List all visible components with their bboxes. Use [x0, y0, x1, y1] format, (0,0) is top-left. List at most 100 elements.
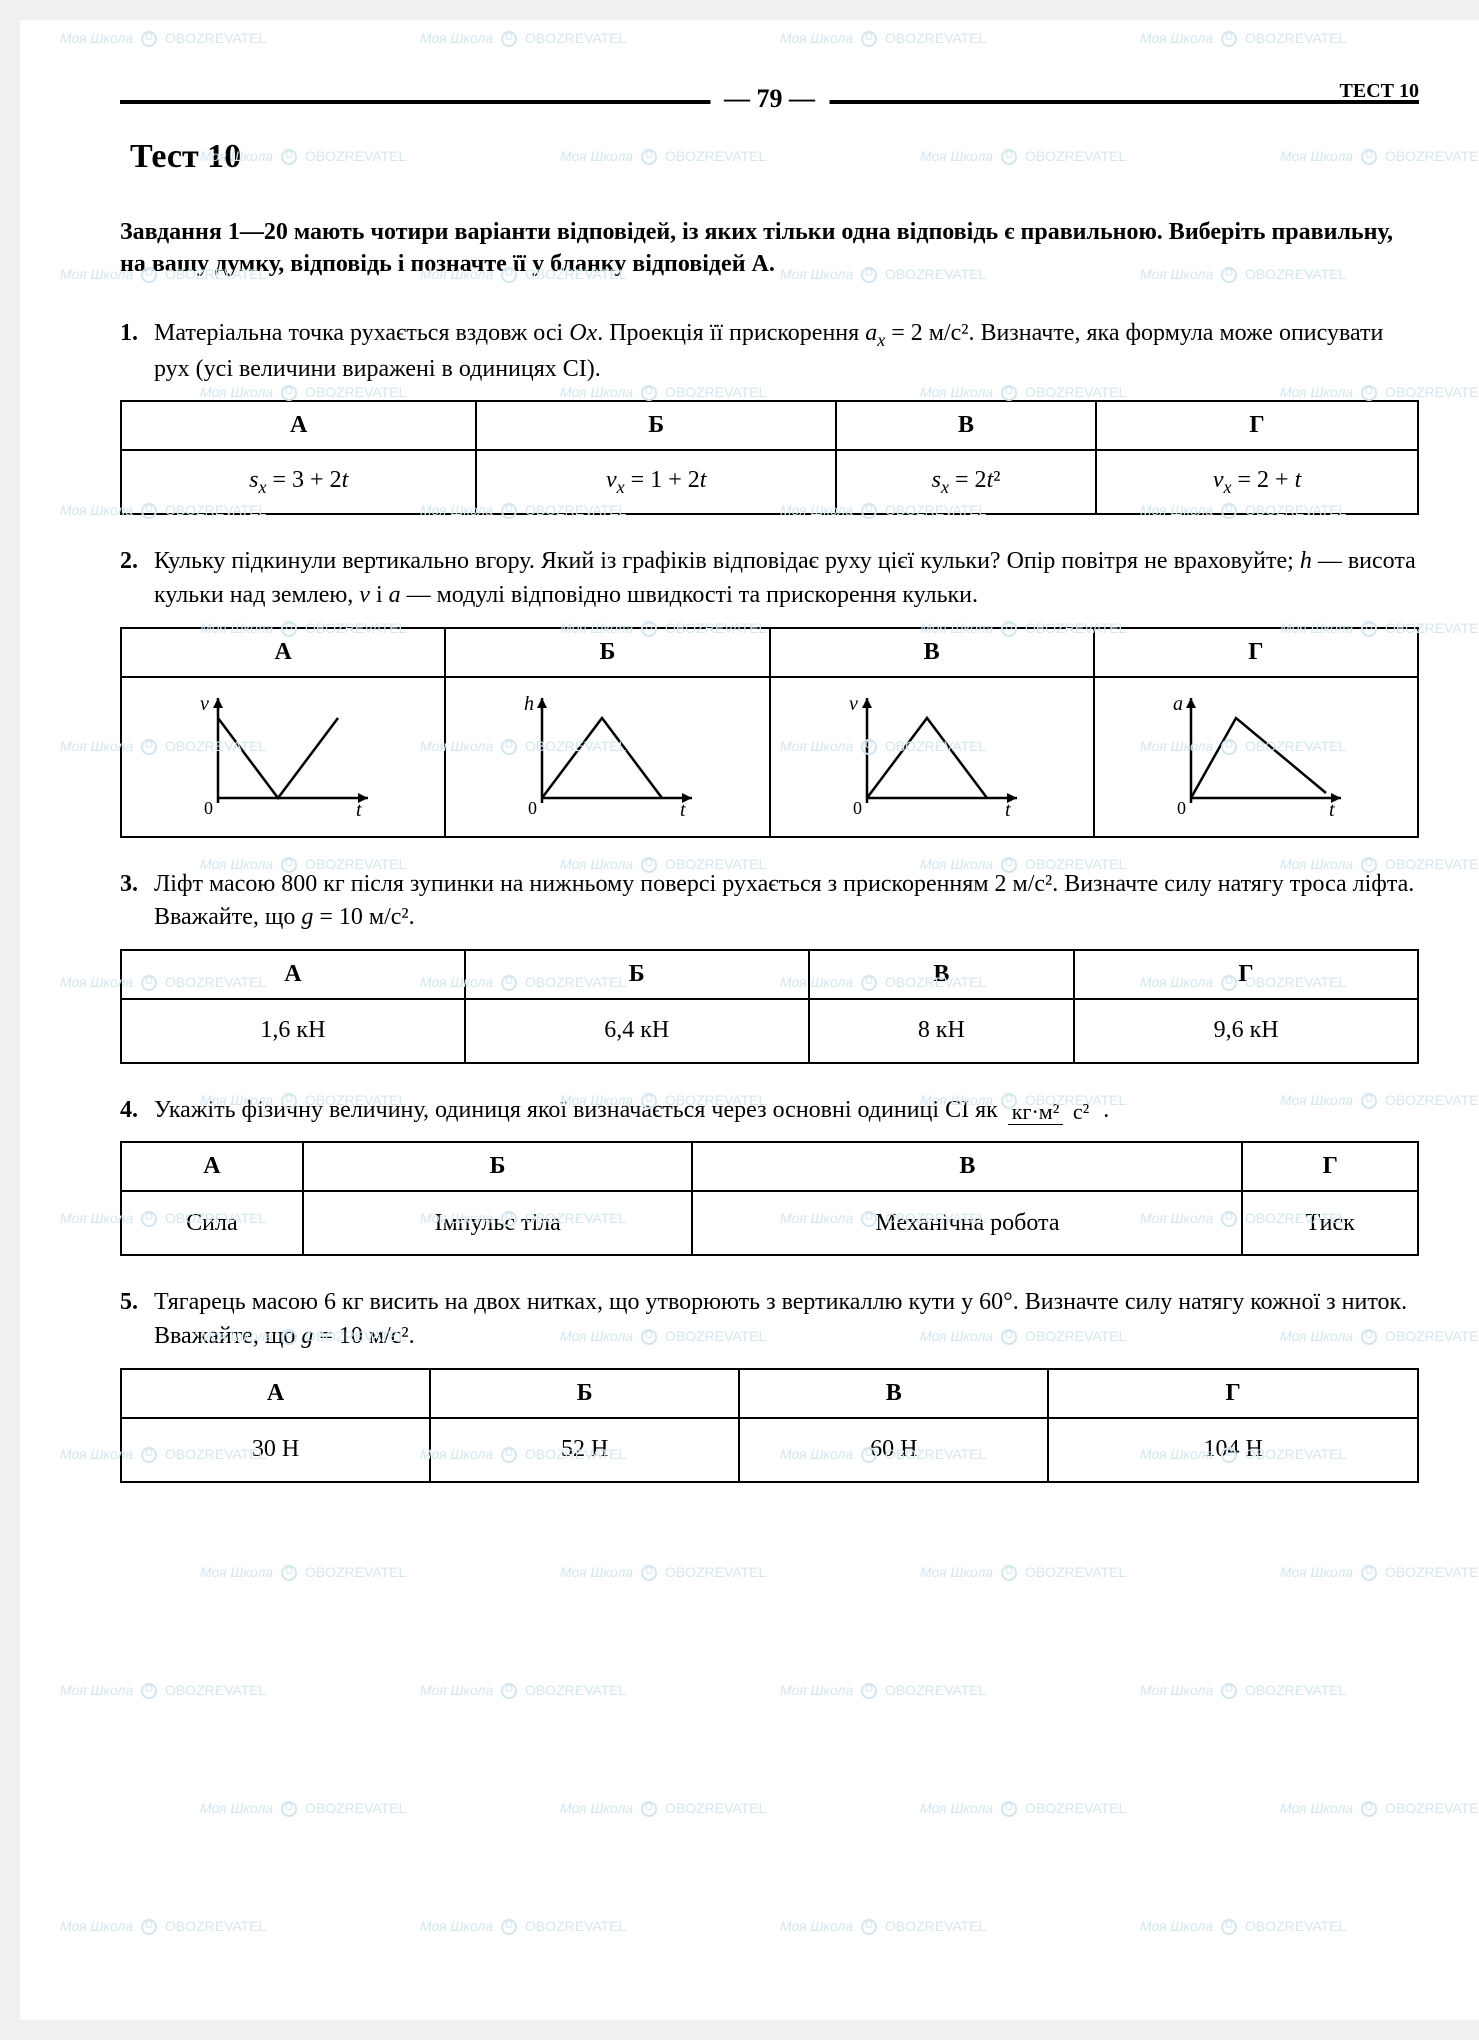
watermark: Моя Школа OBOZREVATEL	[780, 1918, 986, 1935]
question-body: Матеріальна точка рухається вздовж осі O…	[154, 317, 1419, 387]
answer-cell: sx = 3 + 2t	[121, 450, 476, 514]
instructions-text: Завдання 1—20 мають чотири варіанти відп…	[120, 216, 1419, 281]
col-header: А	[121, 628, 445, 677]
answer-cell: 30 Н	[121, 1418, 430, 1482]
watermark: Моя Школа OBOZREVATEL	[1140, 1682, 1346, 1699]
answer-cell: vx = 1 + 2t	[476, 450, 836, 514]
answer-cell: Сила	[121, 1191, 303, 1255]
watermark: Моя Школа OBOZREVATEL	[420, 1918, 626, 1935]
question-number: 2.	[120, 545, 154, 612]
col-header: Г	[1048, 1369, 1418, 1418]
table-row: 1,6 кН 6,4 кН 8 кН 9,6 кН	[121, 999, 1418, 1063]
y-axis-label: v	[849, 693, 858, 715]
y-axis-label: a	[1173, 693, 1183, 715]
graph-h-triangle: h t 0	[512, 688, 702, 818]
watermark: Моя Школа OBOZREVATEL	[920, 1564, 1126, 1581]
question-number: 3.	[120, 868, 154, 935]
graph-cell-g: a t 0	[1094, 677, 1418, 837]
question-number: 5.	[120, 1286, 154, 1353]
col-header: А	[121, 1142, 303, 1191]
answer-cell: Імпульс тіла	[303, 1191, 693, 1255]
answer-table-4: А Б В Г Сила Імпульс тіла Механічна робо…	[120, 1141, 1419, 1256]
answer-cell: Тиск	[1242, 1191, 1418, 1255]
col-header: Г	[1242, 1142, 1418, 1191]
answer-cell: vx = 2 + t	[1096, 450, 1418, 514]
answer-cell: 52 Н	[430, 1418, 739, 1482]
col-header: В	[692, 1142, 1242, 1191]
fraction: кг·м² с²	[1008, 1100, 1093, 1123]
x-axis-label: t	[356, 799, 362, 818]
answer-cell: 8 кН	[809, 999, 1074, 1063]
graph-cell-a: v t 0	[121, 677, 445, 837]
graph-cell-b: h t 0	[445, 677, 769, 837]
table-header-row: А Б В Г	[121, 628, 1418, 677]
table-row: Сила Імпульс тіла Механічна робота Тиск	[121, 1191, 1418, 1255]
question-number: 1.	[120, 317, 154, 387]
page-number: — 79 —	[710, 84, 829, 114]
question-body: Укажіть фізичну величину, одиниця якої в…	[154, 1094, 1419, 1128]
watermark: Моя Школа OBOZREVATEL	[1280, 1800, 1479, 1817]
graph-v-vshape: v t 0	[188, 688, 378, 818]
col-header: Б	[476, 401, 836, 450]
table-row: v t 0 h t 0	[121, 677, 1418, 837]
answer-cell: sx = 2t²	[836, 450, 1096, 514]
table-header-row: А Б В Г	[121, 1369, 1418, 1418]
question-5: 5. Тягарець масою 6 кг висить на двох ни…	[120, 1286, 1419, 1482]
col-header: В	[836, 401, 1096, 450]
answer-cell: 1,6 кН	[121, 999, 465, 1063]
watermark: Моя Школа OBOZREVATEL	[560, 1800, 766, 1817]
answer-table-1: А Б В Г sx = 3 + 2t vx = 1 + 2t sx = 2t²…	[120, 400, 1419, 515]
fraction-denominator: с²	[1069, 1099, 1093, 1124]
question-3-text: 3. Ліфт масою 800 кг після зупинки на ни…	[120, 868, 1419, 935]
graph-a-decay: a t 0	[1161, 688, 1351, 818]
watermark: Моя Школа OBOZREVATEL	[420, 1682, 626, 1699]
watermark: Моя Школа OBOZREVATEL	[200, 1564, 406, 1581]
answer-table-2: А Б В Г v t 0	[120, 627, 1419, 838]
answer-cell: 6,4 кН	[465, 999, 809, 1063]
graph-v-triangle: v t 0	[837, 688, 1027, 818]
col-header: В	[770, 628, 1094, 677]
answer-cell: Механічна робота	[692, 1191, 1242, 1255]
svg-text:0: 0	[853, 798, 862, 818]
watermark: Моя Школа OBOZREVATEL	[60, 1682, 266, 1699]
col-header: А	[121, 950, 465, 999]
page: // placeholder – watermarks rendered bel…	[20, 20, 1479, 2020]
col-header: В	[739, 1369, 1048, 1418]
watermark: Моя Школа OBOZREVATEL	[420, 30, 626, 47]
watermark: Моя Школа OBOZREVATEL	[780, 30, 986, 47]
watermark: Моя Школа OBOZREVATEL	[200, 1800, 406, 1817]
col-header: Б	[465, 950, 809, 999]
question-4: 4. Укажіть фізичну величину, одиниця яко…	[120, 1094, 1419, 1257]
answer-cell: 104 Н	[1048, 1418, 1418, 1482]
graph-cell-v: v t 0	[770, 677, 1094, 837]
question-1-text: 1. Матеріальна точка рухається вздовж ос…	[120, 317, 1419, 387]
table-row: 30 Н 52 Н 60 Н 104 Н	[121, 1418, 1418, 1482]
col-header: Б	[430, 1369, 739, 1418]
col-header: А	[121, 1369, 430, 1418]
col-header: Г	[1074, 950, 1418, 999]
answer-cell: 9,6 кН	[1074, 999, 1418, 1063]
corner-test-label: ТЕСТ 10	[1340, 80, 1419, 103]
y-axis-label: h	[524, 693, 534, 715]
table-header-row: А Б В Г	[121, 401, 1418, 450]
table-row: sx = 3 + 2t vx = 1 + 2t sx = 2t² vx = 2 …	[121, 450, 1418, 514]
watermark: Моя Школа OBOZREVATEL	[60, 1918, 266, 1935]
col-header: Б	[303, 1142, 693, 1191]
question-2: 2. Кульку підкинули вертикально вгору. Я…	[120, 545, 1419, 837]
y-axis-label: v	[200, 693, 209, 715]
question-5-text: 5. Тягарець масою 6 кг висить на двох ни…	[120, 1286, 1419, 1353]
table-header-row: А Б В Г	[121, 950, 1418, 999]
watermark: Моя Школа OBOZREVATEL	[920, 1800, 1126, 1817]
header-rule: — 79 — ТЕСТ 10	[120, 100, 1419, 104]
col-header: Г	[1094, 628, 1418, 677]
watermark: Моя Школа OBOZREVATEL	[1140, 1918, 1346, 1935]
table-header-row: А Б В Г	[121, 1142, 1418, 1191]
question-4-text: 4. Укажіть фізичну величину, одиниця яко…	[120, 1094, 1419, 1128]
question-body: Тягарець масою 6 кг висить на двох нитка…	[154, 1286, 1419, 1353]
svg-text:0: 0	[528, 798, 537, 818]
question-1: 1. Матеріальна точка рухається вздовж ос…	[120, 317, 1419, 516]
question-body: Кульку підкинули вертикально вгору. Який…	[154, 545, 1419, 612]
svg-text:0: 0	[204, 798, 213, 818]
watermark: Моя Школа OBOZREVATEL	[780, 1682, 986, 1699]
x-axis-label: t	[1005, 799, 1011, 818]
